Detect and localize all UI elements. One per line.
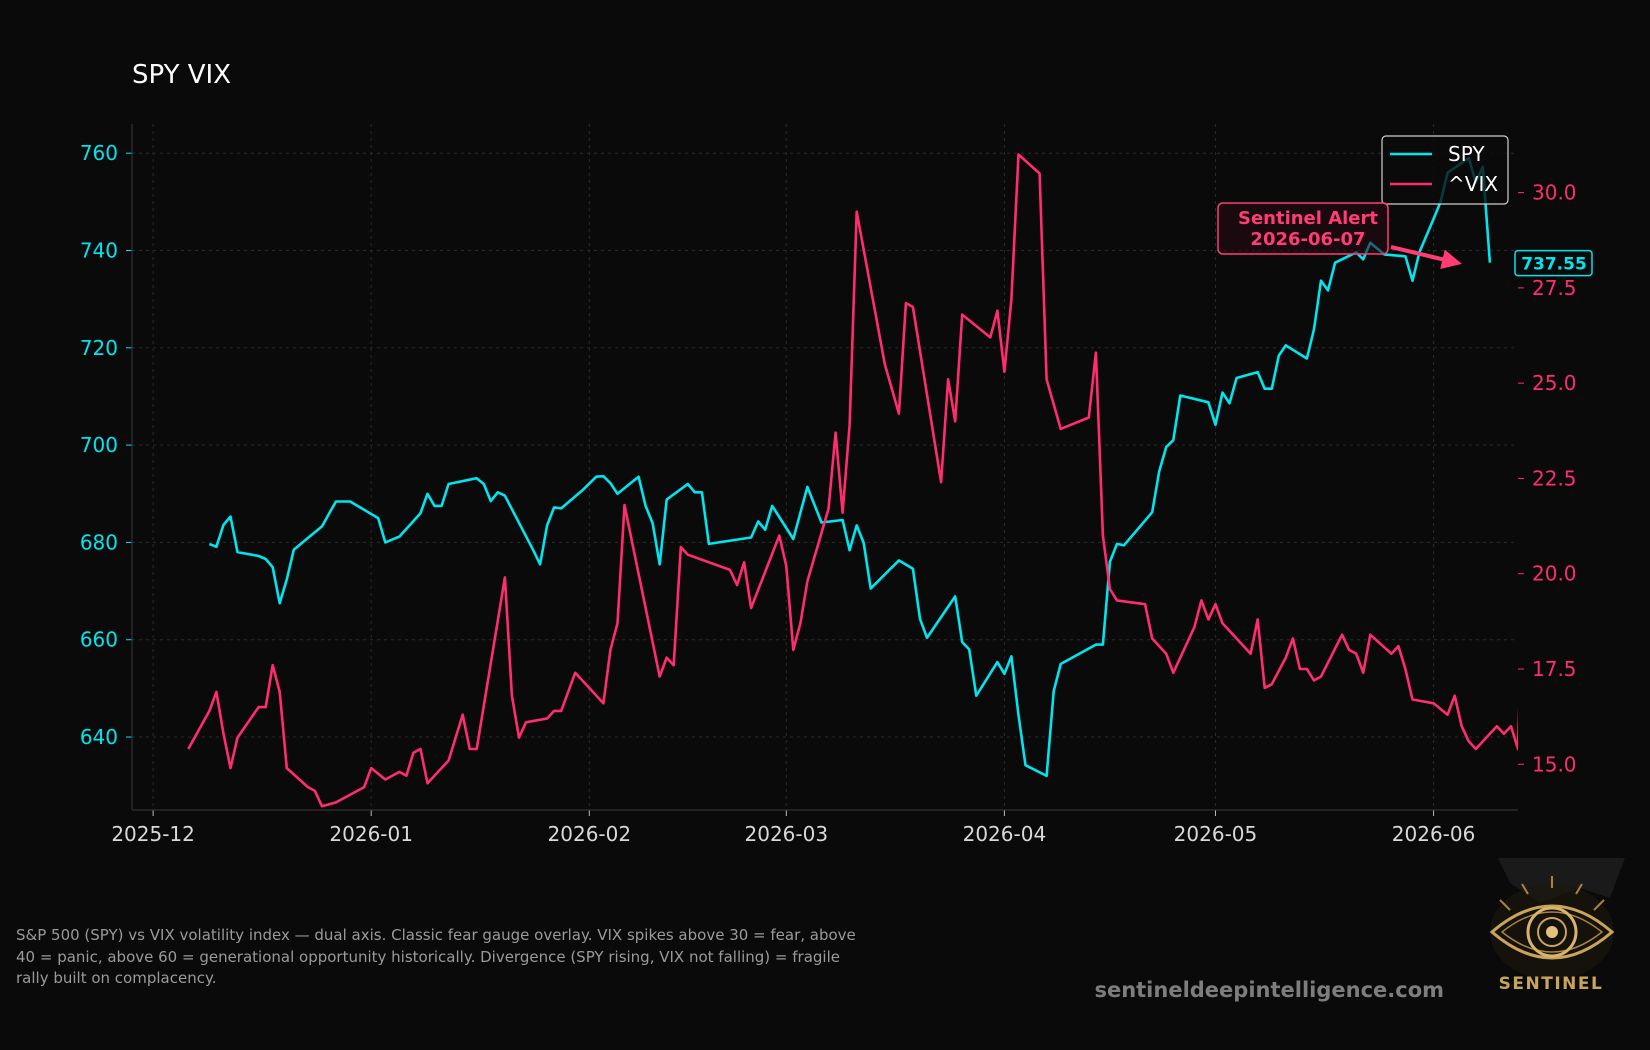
alert-date: 2026-06-07 [1250, 229, 1365, 250]
last-value-text: 737.55 [1521, 255, 1587, 275]
axes: 2025-12 2026-01 2026-02 2026-03 2026-04 2026-… [80, 124, 1577, 846]
y-right-tick-label: 20.0 [1532, 562, 1577, 586]
legend: SPY ^VIX [1381, 135, 1509, 205]
y-left-tick-label: 760 [80, 141, 118, 165]
y-right-tick-label: 30.0 [1532, 181, 1577, 205]
alert-label: Sentinel Alert [1238, 208, 1378, 229]
alert-arrow [1390, 245, 1462, 270]
x-tick-label: 2026-04 [963, 822, 1047, 846]
series-line-spy [208, 156, 1492, 778]
x-tick-label: 2025-12 [111, 822, 195, 846]
y-left-tick-label: 680 [80, 530, 118, 554]
x-tick-label: 2026-06 [1392, 822, 1476, 846]
y-right-tick-label: 17.5 [1532, 657, 1577, 681]
x-tick-label: 2026-05 [1174, 822, 1258, 846]
y-right-tick-label: 15.0 [1532, 752, 1577, 776]
series-line-vix [187, 153, 1518, 808]
legend-label: ^VIX [1448, 172, 1498, 196]
site-url[interactable]: sentineldeepintelligence.com [1094, 978, 1444, 1002]
x-tick-label: 2026-02 [548, 822, 632, 846]
grid [132, 124, 1518, 810]
chart-title: SPY VIX [132, 60, 231, 90]
alert-box [1217, 202, 1389, 255]
y-right-tick-label: 25.0 [1532, 371, 1577, 395]
logo-text: SENTINEL [1498, 974, 1604, 994]
series [187, 153, 1518, 808]
y-right-tick-label: 22.5 [1532, 466, 1577, 490]
y-right-tick-label: 27.5 [1532, 276, 1577, 300]
last-value-box [1514, 249, 1593, 277]
y-left-tick-label: 740 [80, 238, 118, 262]
chart-caption: S&P 500 (SPY) vs VIX volatility index — … [16, 926, 856, 987]
legend-label: SPY [1448, 142, 1485, 166]
y-left-tick-label: 660 [80, 628, 118, 652]
y-left-tick-label: 720 [80, 336, 118, 360]
last-value-badge: 737.55 [1514, 249, 1593, 277]
x-tick-label: 2026-03 [745, 822, 829, 846]
y-left-tick-label: 700 [80, 433, 118, 457]
y-left-tick-label: 640 [80, 725, 118, 749]
x-tick-label: 2026-01 [329, 822, 413, 846]
sentinel-eye-logo [1489, 858, 1625, 980]
